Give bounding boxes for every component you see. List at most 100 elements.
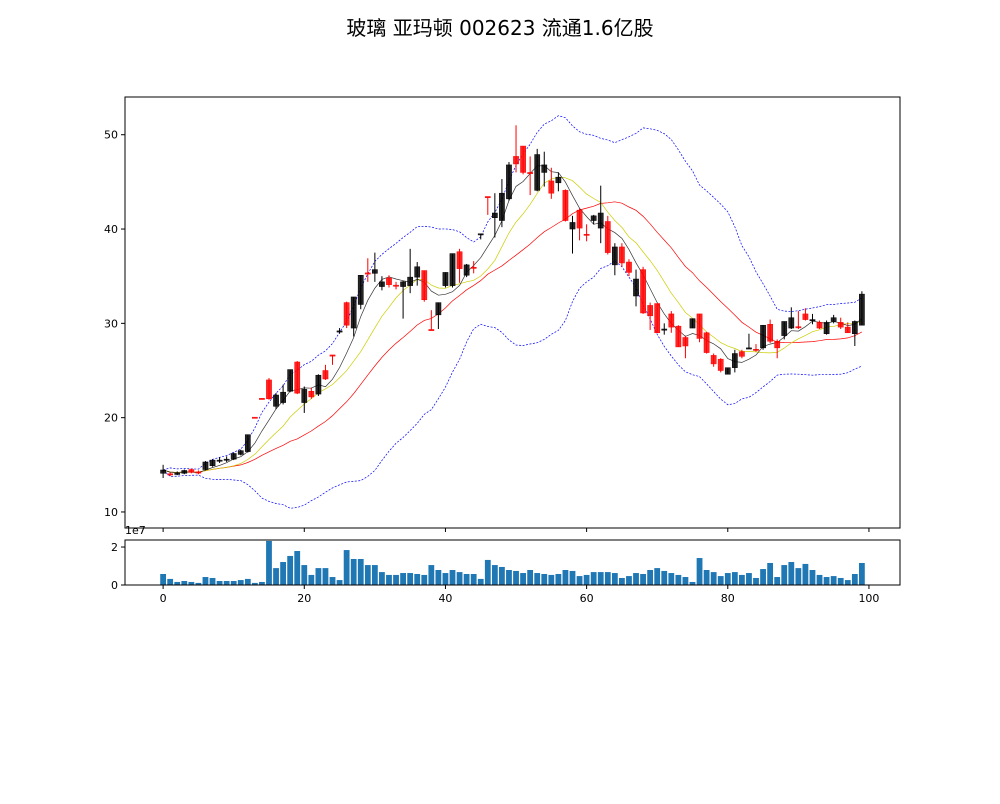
volume-bar (484, 559, 491, 585)
volume-bar (858, 562, 865, 585)
candle (343, 301, 350, 329)
volume-bar (640, 573, 646, 585)
candle (640, 266, 646, 314)
x-tick-label: 80 (721, 592, 735, 605)
volume-bar (280, 562, 287, 585)
volume-bar (597, 572, 604, 585)
volume-bar (308, 574, 315, 585)
candle (484, 196, 491, 215)
candle (400, 280, 406, 319)
x-tick-label: 60 (580, 592, 594, 605)
candle (273, 393, 279, 410)
candle-body (336, 330, 343, 333)
candle (520, 145, 526, 175)
ma10-line (163, 176, 863, 473)
candle-body (484, 196, 491, 198)
chart-title: 玻璃 亚玛顿 002623 流通1.6亿股 (346, 16, 653, 40)
volume-y-tick-label: 0 (111, 579, 118, 592)
candle-body (823, 322, 830, 334)
bollinger-upper-line (163, 115, 863, 471)
candle-body (223, 458, 230, 461)
candle-body (717, 358, 724, 371)
volume-bar (767, 562, 774, 585)
volume-y-tick-label: 2 (111, 541, 118, 554)
candle-body (809, 319, 816, 322)
candle (823, 320, 830, 335)
volume-bar (400, 573, 406, 585)
candle (788, 307, 795, 330)
candle (527, 156, 533, 196)
candle-body (569, 222, 576, 230)
candle (774, 339, 781, 359)
candle-body (746, 347, 752, 350)
candle-body (682, 337, 689, 347)
volume-bar (174, 581, 181, 585)
volume-bar (569, 570, 576, 585)
volume-bar (209, 577, 216, 585)
candle-body (195, 471, 202, 474)
y-tick-label: 10 (104, 506, 118, 519)
candle (442, 272, 449, 288)
candle (181, 469, 188, 475)
volume-bar (301, 565, 308, 585)
candle (548, 167, 555, 199)
price-axes-frame (124, 96, 901, 529)
volume-bar (851, 573, 858, 585)
candle-body (456, 251, 463, 269)
candle-body (506, 164, 512, 200)
candle-body (477, 233, 484, 236)
candle (435, 302, 442, 330)
candle (795, 311, 802, 330)
y-tick-label: 30 (104, 317, 118, 330)
volume-bar (350, 558, 357, 585)
candle (513, 125, 519, 173)
candle-body (259, 398, 265, 400)
candle-body (216, 459, 223, 462)
volume-bar (421, 574, 428, 585)
candle-body (739, 351, 745, 357)
candle (470, 261, 477, 274)
candle (851, 320, 858, 346)
volume-bar (371, 565, 378, 585)
candle-body (499, 192, 505, 221)
candle (237, 449, 244, 456)
candle (336, 328, 343, 334)
candle-body (322, 370, 329, 380)
candle-body (209, 459, 216, 467)
candle-body (202, 461, 209, 470)
candle-body (668, 313, 675, 328)
candle-body (357, 274, 364, 305)
candle (859, 291, 865, 326)
candle (661, 323, 668, 335)
candle (386, 275, 392, 288)
candle (541, 151, 548, 187)
candle (802, 308, 809, 321)
candle (407, 248, 414, 294)
candle (223, 456, 230, 462)
volume-bar (449, 570, 456, 585)
volume-bar (682, 577, 689, 585)
candle (209, 459, 216, 467)
candle-body (689, 318, 696, 329)
x-tick-label: 20 (297, 592, 311, 605)
volume-bar (470, 573, 477, 585)
candle (576, 208, 583, 241)
candle-body (442, 272, 449, 286)
candle-body (597, 212, 604, 229)
candle (668, 311, 675, 333)
candle (506, 162, 512, 201)
volume-bar (188, 581, 195, 585)
volume-bar (696, 558, 703, 585)
candle (266, 378, 272, 400)
candle (167, 472, 174, 477)
volume-bar (287, 555, 294, 585)
volume-bar (499, 566, 505, 585)
candle-body (844, 326, 851, 334)
volume-bar (774, 577, 781, 585)
candle (710, 353, 717, 367)
volume-bar (753, 577, 759, 585)
candle (647, 302, 653, 330)
candle-body (830, 317, 837, 322)
candle-body (266, 379, 272, 400)
candle (534, 148, 541, 192)
